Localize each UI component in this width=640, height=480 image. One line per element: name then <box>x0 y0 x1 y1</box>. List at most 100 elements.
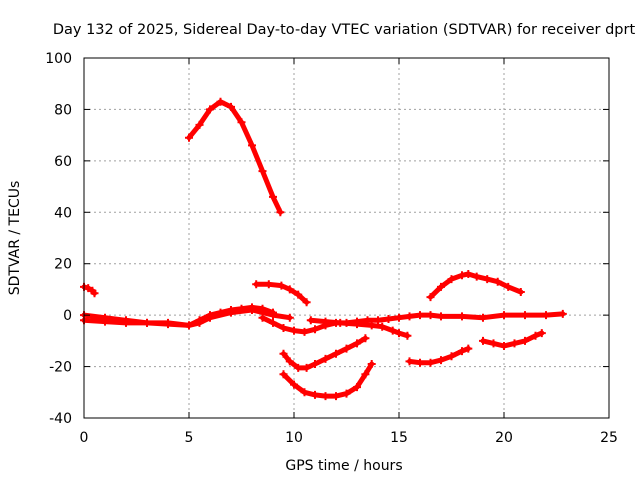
data-point <box>342 344 351 353</box>
data-point <box>248 141 256 150</box>
data-point <box>361 334 370 343</box>
data-point <box>185 321 193 330</box>
data-point <box>367 360 376 368</box>
y-tick-label: 20 <box>54 257 72 273</box>
data-point <box>416 311 424 320</box>
data-point <box>500 342 508 350</box>
data-point <box>521 311 529 320</box>
data-point <box>458 347 466 356</box>
series-arc-right-pos <box>426 270 525 302</box>
data-point <box>384 315 393 323</box>
grid <box>84 58 609 418</box>
data-point <box>361 370 370 379</box>
data-point <box>464 344 473 353</box>
axis-ticks: 0 5 10 15 20 25 -40 -20 0 20 40 60 80 100 <box>45 51 618 446</box>
data-point <box>426 293 435 302</box>
data-point <box>206 313 214 322</box>
series-arc-mid-pos <box>252 280 311 307</box>
data-point <box>195 318 204 327</box>
data-point <box>531 331 540 340</box>
x-tick-label: 10 <box>285 430 303 446</box>
data-point <box>500 311 508 320</box>
data-point <box>516 288 525 296</box>
data-point <box>458 271 466 280</box>
data-point <box>353 383 361 392</box>
data-point <box>279 324 288 332</box>
data-point <box>504 282 513 291</box>
x-tick-label: 5 <box>185 430 194 446</box>
data-point <box>542 311 550 320</box>
x-tick-label: 20 <box>495 430 513 446</box>
data-point <box>311 390 319 399</box>
y-tick-label: -40 <box>49 411 72 427</box>
data-point <box>294 363 303 372</box>
data-point <box>143 318 151 327</box>
x-tick-label: 0 <box>80 430 89 446</box>
y-axis-title: SDTVAR / TECUs <box>7 181 23 296</box>
y-tick-label: 60 <box>54 154 72 170</box>
data-point <box>521 336 529 345</box>
chart-title: Day 132 of 2025, Sidereal Day-to-day VTE… <box>53 22 636 38</box>
data-point <box>483 275 492 284</box>
data-point <box>437 282 445 291</box>
data-point <box>353 339 361 348</box>
data-point <box>311 325 319 334</box>
series-arc-neg-late <box>405 344 473 367</box>
data-series <box>80 97 567 401</box>
data-point <box>216 97 225 106</box>
series-arc-neg-20 <box>279 334 370 372</box>
y-tick-label: 40 <box>54 205 72 221</box>
data-point <box>321 317 330 326</box>
data-point <box>206 105 214 114</box>
data-point <box>332 392 340 401</box>
data-point <box>269 311 277 320</box>
data-point <box>185 133 193 142</box>
data-point <box>122 318 130 327</box>
data-point <box>311 360 319 368</box>
data-point <box>294 290 303 299</box>
data-point <box>489 339 498 348</box>
data-point <box>332 349 340 358</box>
data-point <box>276 208 285 217</box>
data-point <box>378 322 387 331</box>
data-point <box>395 313 403 322</box>
data-point <box>285 313 294 322</box>
data-point <box>405 312 414 321</box>
data-point <box>164 320 172 329</box>
data-point <box>279 349 288 358</box>
data-point <box>237 118 246 127</box>
data-point <box>300 327 309 336</box>
series-line <box>186 99 283 215</box>
data-point <box>342 389 351 398</box>
data-point <box>290 326 298 335</box>
data-point <box>248 306 256 314</box>
plot-frame <box>83 57 610 419</box>
data-point <box>302 363 311 372</box>
data-point <box>395 329 403 338</box>
series-arc-neg-right <box>479 329 546 350</box>
data-point <box>336 318 345 327</box>
data-point <box>290 380 298 389</box>
data-point <box>227 308 235 317</box>
data-point <box>264 280 273 289</box>
data-point <box>353 320 361 329</box>
series-line <box>281 335 368 371</box>
data-point <box>306 316 315 325</box>
data-point <box>472 272 481 281</box>
data-point <box>479 313 487 322</box>
data-point <box>437 356 445 365</box>
data-point <box>321 354 330 363</box>
data-point <box>321 392 330 401</box>
data-point <box>279 370 288 379</box>
data-point <box>426 311 435 320</box>
series-arc-neg-30 <box>279 360 376 401</box>
data-point <box>269 192 277 201</box>
x-axis-title: GPS time / hours <box>285 458 402 474</box>
x-tick-label: 15 <box>390 430 408 446</box>
data-point <box>302 298 311 307</box>
data-point <box>437 312 445 321</box>
data-point <box>101 317 109 326</box>
data-point <box>258 167 267 176</box>
data-point <box>479 336 487 345</box>
